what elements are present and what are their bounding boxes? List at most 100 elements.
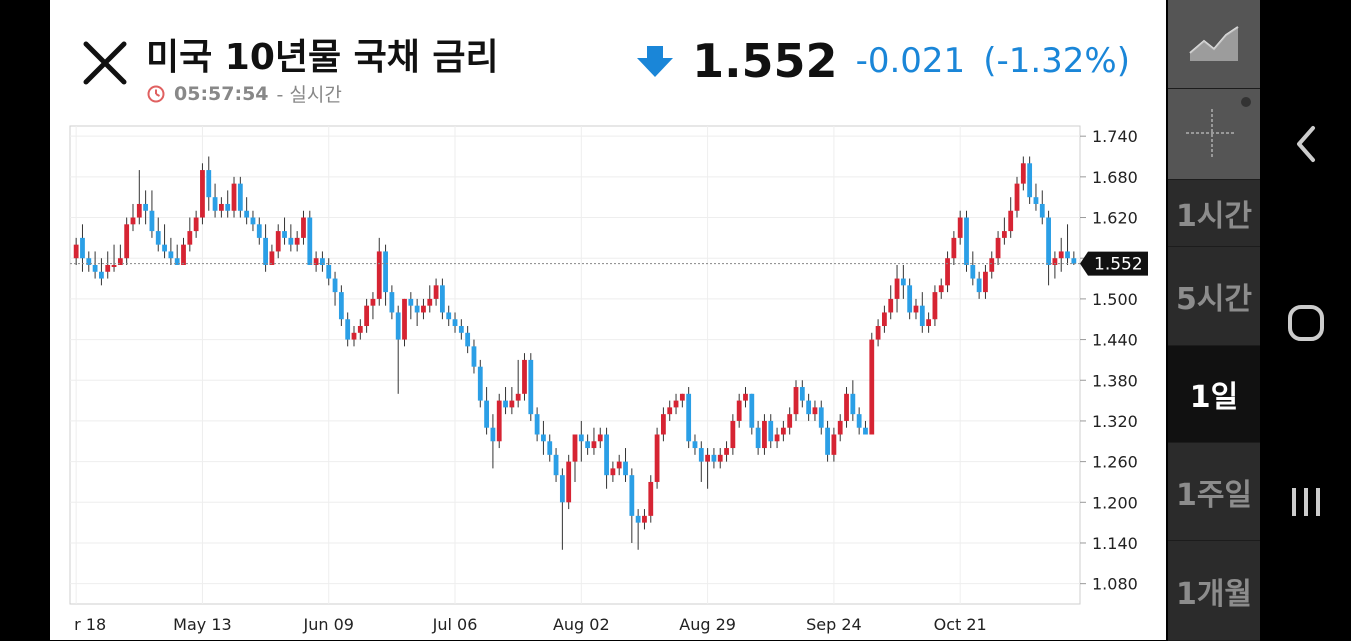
candle-body	[218, 203, 224, 211]
x-tick-label: r 18	[74, 615, 106, 634]
candle-body	[269, 251, 275, 265]
candle-body	[806, 400, 812, 415]
instrument-title: 미국 10년물 국채 금리	[146, 37, 499, 78]
candle-body	[275, 231, 281, 252]
candle-body	[717, 454, 723, 462]
candle-body	[654, 434, 660, 482]
timeframe-1w[interactable]: 1주일	[1168, 443, 1260, 541]
candle-body	[825, 427, 830, 455]
candle-body	[528, 359, 534, 415]
price-change-percent: (-1.32%)	[983, 41, 1130, 81]
candle-body	[837, 420, 843, 435]
candle-body	[522, 359, 527, 394]
candle-body	[964, 217, 969, 265]
candle-body	[559, 475, 565, 503]
timeframe-label: 1주일	[1175, 477, 1253, 513]
candle-body	[1001, 231, 1007, 238]
candle-body	[1014, 183, 1020, 211]
candle-body	[894, 278, 900, 299]
update-time-row: 05:57:54 - 실시간	[146, 80, 342, 107]
chart-type-button[interactable]	[1168, 0, 1260, 89]
candle-body	[900, 278, 906, 286]
candle-body	[212, 197, 218, 211]
candle-body	[635, 515, 641, 523]
candle-body	[762, 420, 767, 449]
x-tick-label: Jun 09	[303, 615, 354, 634]
timeframe-5h[interactable]: 5시간	[1168, 247, 1260, 346]
candle-body	[1046, 217, 1051, 265]
candle-body	[244, 210, 250, 218]
current-price-marker: 1.552	[70, 251, 1148, 276]
y-tick-label: 1.620	[1092, 209, 1138, 228]
candle-body	[439, 285, 445, 313]
y-axis: 1.7401.6801.6201.5601.5001.4401.3801.320…	[1080, 127, 1138, 594]
candle-body	[414, 305, 420, 313]
candle-body	[1039, 203, 1045, 218]
candle-body	[320, 258, 325, 265]
candle-body	[932, 292, 938, 320]
current-price-tag	[1080, 251, 1148, 276]
y-tick-label: 1.080	[1092, 575, 1138, 594]
candle-body	[926, 319, 932, 327]
candle-body	[919, 305, 925, 327]
candle-body	[446, 312, 452, 320]
recent-apps-icon[interactable]	[1260, 484, 1351, 520]
home-icon[interactable]	[1260, 303, 1351, 343]
candle-body	[711, 454, 717, 462]
y-tick-label: 1.740	[1092, 127, 1138, 146]
candle-body	[421, 305, 426, 313]
candle-body	[1058, 251, 1064, 259]
y-tick-label: 1.200	[1092, 493, 1138, 512]
candle-body	[597, 434, 603, 442]
candle-body	[313, 258, 319, 265]
candle-body	[698, 448, 704, 462]
candle-body	[736, 400, 742, 421]
timeframe-1m[interactable]: 1개월	[1168, 541, 1260, 641]
candle-body	[730, 420, 736, 449]
back-icon[interactable]	[1260, 124, 1351, 164]
candle-body	[1027, 163, 1033, 198]
close-icon[interactable]	[82, 40, 128, 86]
y-tick-label: 1.260	[1092, 453, 1138, 472]
crosshair-button[interactable]	[1168, 89, 1260, 180]
candle-body	[882, 312, 887, 327]
candle-body	[402, 298, 407, 340]
candle-body	[623, 461, 628, 476]
candle-body	[812, 407, 818, 415]
x-tick-label: Oct 21	[934, 615, 987, 634]
candle-body	[692, 441, 698, 449]
candle-body	[661, 414, 666, 435]
candle-body	[263, 237, 268, 265]
candle-body	[610, 468, 616, 476]
candle-body	[616, 461, 622, 469]
candle-body	[793, 387, 799, 415]
y-tick-label: 1.140	[1092, 534, 1138, 553]
candle-body	[799, 387, 805, 401]
candle-body	[206, 170, 212, 198]
candle-body	[288, 237, 294, 245]
candle-body	[888, 298, 894, 313]
candle-body	[231, 183, 237, 211]
candle-body	[136, 203, 142, 218]
candle-body	[376, 251, 382, 299]
timeframe-1d[interactable]: 1일	[1168, 346, 1260, 443]
candle-body	[774, 434, 780, 442]
candle-body	[547, 441, 553, 455]
timeframe-label: 1개월	[1175, 576, 1253, 612]
candle-body	[237, 183, 243, 211]
current-price-label: 1.552	[1094, 255, 1143, 275]
candle-body	[818, 407, 824, 428]
candle-body	[629, 475, 635, 516]
candle-body	[155, 231, 161, 245]
y-tick-label: 1.320	[1092, 412, 1138, 431]
candle-body	[117, 258, 123, 265]
price-chart[interactable]: 1.7401.6801.6201.5601.5001.4401.3801.320…	[50, 0, 1166, 640]
timeframe-1h[interactable]: 1시간	[1168, 180, 1260, 247]
candle-body	[869, 339, 875, 435]
x-tick-label: May 13	[173, 615, 232, 634]
candle-body	[124, 224, 130, 259]
candle-body	[970, 264, 976, 279]
candle-body	[1033, 197, 1039, 204]
candle-body	[256, 224, 262, 238]
candle-body	[724, 448, 729, 455]
